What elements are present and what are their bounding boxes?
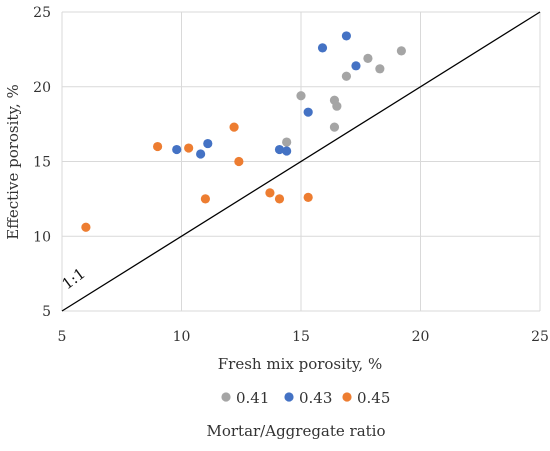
legend-label: 0.43 bbox=[299, 389, 332, 407]
data-point-0-41 bbox=[329, 122, 340, 132]
legend-marker bbox=[342, 392, 352, 402]
data-point-0-43 bbox=[317, 43, 328, 53]
legend-label: 0.41 bbox=[236, 389, 269, 407]
data-point-0-45 bbox=[303, 192, 313, 202]
x-tick-label: 10 bbox=[173, 329, 191, 345]
y-tick-label: 10 bbox=[33, 229, 51, 245]
data-point-0-45 bbox=[153, 141, 163, 152]
data-point-0-43 bbox=[303, 107, 313, 117]
data-point-0-41 bbox=[282, 137, 292, 147]
data-point-0-45 bbox=[229, 122, 239, 132]
legend-title: Mortar/Aggregate ratio bbox=[206, 422, 385, 440]
data-point-0-45 bbox=[265, 188, 275, 198]
data-point-0-43 bbox=[341, 31, 352, 41]
data-point-0-41 bbox=[341, 71, 352, 81]
legend-marker bbox=[221, 392, 231, 402]
x-axis-title: Fresh mix porosity, % bbox=[218, 355, 382, 373]
data-point-0-43 bbox=[172, 144, 182, 155]
legend-marker bbox=[284, 392, 294, 402]
y-tick-label: 15 bbox=[33, 155, 51, 171]
data-point-0-45 bbox=[234, 156, 244, 167]
x-tick-label: 20 bbox=[412, 329, 430, 345]
data-point-0-45 bbox=[200, 194, 210, 204]
data-point-0-45 bbox=[81, 222, 91, 232]
reference-line-group bbox=[61, 11, 541, 312]
data-point-0-45 bbox=[184, 143, 194, 153]
legend-label: 0.45 bbox=[357, 389, 390, 407]
data-point-0-43 bbox=[203, 138, 213, 149]
data-point-0-41 bbox=[375, 64, 385, 74]
x-tick-label: 25 bbox=[531, 329, 549, 345]
data-point-0-43 bbox=[196, 149, 206, 159]
data-point-0-41 bbox=[363, 53, 373, 63]
data-point-0-41 bbox=[296, 91, 306, 101]
data-point-0-43 bbox=[282, 146, 292, 156]
y-tick-label: 20 bbox=[33, 80, 51, 96]
data-point-0-45 bbox=[274, 194, 285, 204]
y-axis-title: Effective porosity, % bbox=[4, 84, 22, 239]
reference-line-1-1 bbox=[61, 11, 541, 312]
y-tick-label: 25 bbox=[33, 5, 51, 21]
data-point-0-41 bbox=[396, 46, 406, 56]
data-point-0-41 bbox=[332, 101, 342, 111]
data-points bbox=[81, 31, 406, 232]
x-tick-label: 15 bbox=[292, 329, 310, 345]
data-point-0-43 bbox=[274, 144, 285, 155]
data-point-0-43 bbox=[351, 61, 361, 71]
legend: 0.41 0.43 0.45 bbox=[221, 389, 390, 407]
tick-labels: 5 10 15 20 25 5 10 15 20 25 bbox=[33, 5, 549, 345]
x-tick-label: 5 bbox=[58, 329, 67, 345]
grid-lines bbox=[61, 11, 541, 312]
y-tick-label: 5 bbox=[42, 304, 51, 320]
